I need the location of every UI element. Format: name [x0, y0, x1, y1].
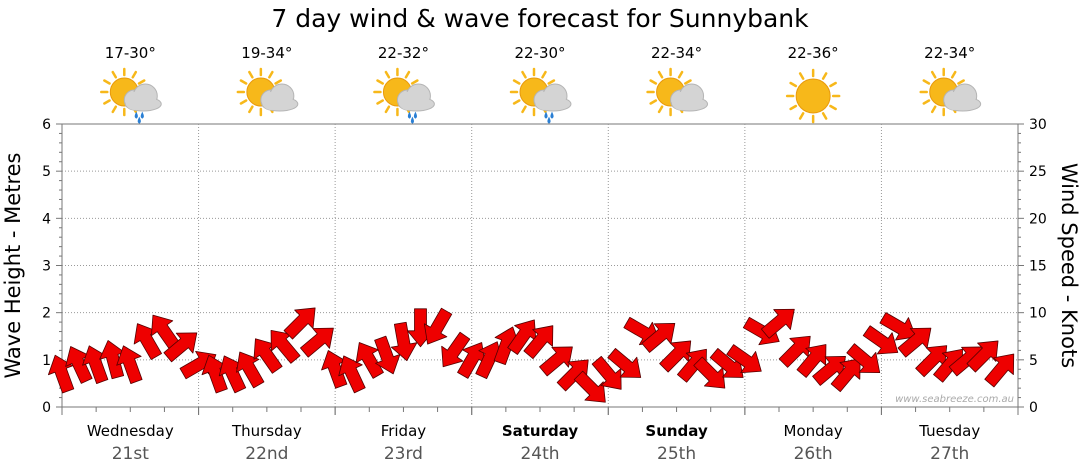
wind-arrow [374, 335, 401, 375]
wind-arrow [423, 307, 453, 345]
temperature-range: 22-30° [514, 44, 565, 62]
wind-arrow [693, 356, 726, 389]
y-left-tick-label: 4 [42, 211, 51, 227]
wind-arrow [677, 348, 707, 383]
y-right-tick-label: 15 [1029, 259, 1047, 275]
wind-arrow [556, 359, 589, 392]
wind-arrow [441, 331, 471, 368]
temperature-range: 22-32° [378, 44, 429, 62]
wind-arrow [390, 321, 418, 362]
day-label-tuesday: Tuesday [918, 422, 980, 440]
wind-arrow [778, 335, 811, 368]
sun-cloud-icon [236, 67, 299, 117]
wind-arrow [300, 327, 334, 358]
temperature-range: 19-34° [241, 44, 292, 62]
y-right-tick-label: 25 [1029, 164, 1047, 180]
wind-arrow [984, 353, 1015, 388]
day-label-wednesday: Wednesday [87, 422, 174, 440]
date-label: 25th [657, 444, 696, 464]
wind-arrow [163, 332, 198, 363]
wind-arrow [523, 325, 554, 360]
day-label-friday: Friday [381, 422, 427, 440]
y-left-tick-label: 1 [42, 353, 51, 369]
y-right-tick-label: 10 [1029, 306, 1047, 322]
wind-arrow [338, 355, 366, 394]
y-axis-left-title: Wave Height - Metres [1, 153, 25, 379]
wind-arrow [862, 325, 899, 355]
wind-arrow [355, 342, 384, 379]
wind-arrow [830, 358, 861, 393]
y-left-tick-label: 5 [42, 164, 51, 180]
temperature-range: 22-34° [651, 44, 702, 62]
sun-cloud-rain-icon [100, 67, 162, 124]
wind-arrow [726, 344, 762, 374]
temperature-range: 17-30° [105, 44, 156, 62]
temperature-range: 22-36° [788, 44, 839, 62]
y-right-tick-label: 5 [1029, 353, 1038, 369]
credit-text: www.seabreeze.com.au [895, 394, 1014, 405]
sun-cloud-rain-icon [373, 67, 435, 124]
y-right-tick-label: 30 [1029, 117, 1047, 133]
wind-arrow [897, 327, 932, 358]
wind-arrow [607, 348, 642, 378]
sun-icon [785, 68, 841, 124]
date-label: 26th [794, 444, 833, 464]
wind-arrow [641, 323, 676, 353]
wind-arrow [151, 314, 181, 351]
y-left-tick-label: 6 [42, 117, 51, 133]
y-left-tick-label: 2 [42, 306, 51, 322]
y-axis-right-title: Wind Speed - Knots [1057, 163, 1080, 368]
y-right-tick-label: 0 [1029, 400, 1038, 416]
wind-arrow [879, 312, 917, 341]
wind-arrow [283, 307, 316, 340]
wind-arrow [236, 351, 265, 389]
wind-arrow [659, 340, 692, 373]
date-label: 24th [520, 444, 559, 464]
wind-arrow [133, 323, 162, 360]
sun-cloud-icon [646, 67, 709, 117]
wind-arrow [966, 340, 999, 373]
date-label: 21st [112, 444, 149, 464]
day-label-monday: Monday [784, 422, 843, 440]
sun-cloud-rain-icon [509, 67, 572, 124]
wind-arrow [116, 345, 143, 384]
wind-arrow [812, 356, 846, 386]
wind-arrow [539, 346, 573, 377]
y-left-tick-label: 3 [42, 259, 51, 275]
wind-arrow [591, 355, 622, 390]
date-label: 23rd [384, 444, 423, 464]
wind-arrow [270, 329, 301, 364]
y-left-tick-label: 0 [42, 400, 51, 416]
wind-arrow [253, 338, 283, 374]
chart-title: 7 day wind & wave forecast for Sunnybank [271, 4, 809, 33]
wind-arrow [201, 354, 228, 394]
day-label-thursday: Thursday [231, 422, 302, 440]
day-label-sunday: Sunday [645, 422, 708, 440]
wind-arrow [796, 344, 827, 378]
wind-arrow [321, 350, 348, 389]
sun-cloud-icon [919, 67, 982, 117]
y-right-tick-label: 20 [1029, 211, 1047, 227]
day-label-saturday: Saturday [502, 422, 579, 440]
wind-arrow [573, 370, 606, 403]
wind-arrow [99, 340, 126, 380]
date-label: 27th [930, 444, 969, 464]
date-label: 22nd [245, 444, 288, 464]
wind-arrow [709, 348, 744, 378]
wind-arrow [846, 343, 881, 374]
temperature-range: 22-34° [924, 44, 975, 62]
wind-arrow [760, 308, 795, 339]
